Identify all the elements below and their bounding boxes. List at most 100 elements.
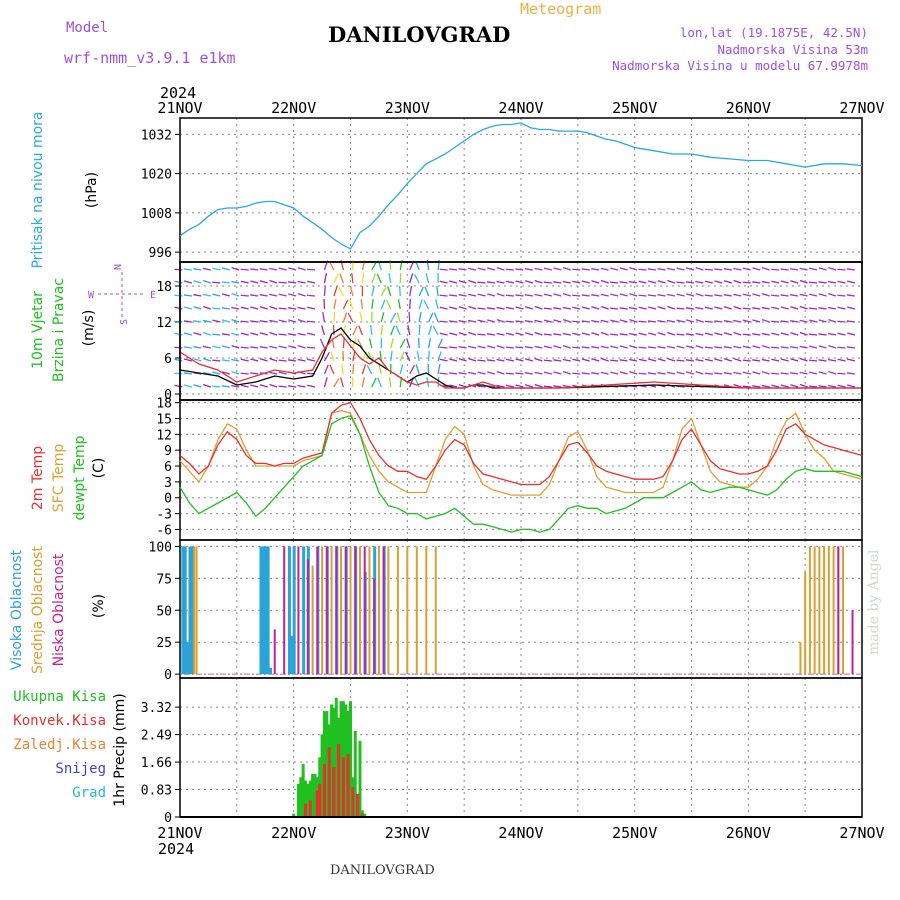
wind-arrow bbox=[780, 268, 789, 271]
wind-arrow bbox=[250, 320, 259, 323]
wind-arrow bbox=[269, 267, 278, 271]
wind-arrow bbox=[657, 372, 666, 375]
wind-arrow bbox=[780, 372, 789, 375]
wind-arrow bbox=[619, 267, 628, 271]
wind-arrow bbox=[761, 280, 770, 284]
wind-arrow bbox=[818, 319, 827, 323]
wind-arrow bbox=[449, 332, 458, 336]
wind-arrow bbox=[695, 280, 704, 284]
precip-total-bar bbox=[301, 764, 305, 817]
dewpt-line bbox=[179, 415, 863, 533]
wind-arrow bbox=[269, 371, 278, 375]
wind-arrow bbox=[771, 358, 780, 362]
wind-arrow bbox=[667, 279, 676, 284]
wind-arrow bbox=[799, 371, 808, 375]
wind-arrow bbox=[342, 325, 347, 336]
wind-arrow bbox=[505, 372, 514, 375]
wind-arrow bbox=[439, 332, 448, 336]
wind-arrow bbox=[477, 359, 486, 362]
wind-arrow bbox=[269, 357, 278, 362]
wind-arrow bbox=[828, 344, 837, 349]
wind-arrow bbox=[496, 344, 505, 349]
wind-arrow bbox=[297, 318, 306, 323]
wind-arrow bbox=[174, 372, 183, 375]
x-tick-label-top: 26NOV bbox=[726, 99, 771, 117]
wind-arrow bbox=[742, 281, 751, 284]
model-altitude-info: Nadmorska Visina u modelu 67.9978m bbox=[612, 58, 868, 73]
cloud-mid-bar bbox=[195, 546, 198, 675]
wind-arrow bbox=[496, 358, 505, 362]
wind-arrow bbox=[591, 268, 600, 271]
wind-arrow bbox=[799, 279, 808, 284]
wind-arrow bbox=[306, 268, 316, 271]
wind-arrow bbox=[370, 324, 373, 336]
wind-arrow bbox=[288, 333, 297, 336]
wind-arrow bbox=[439, 358, 448, 362]
wind-arrow bbox=[231, 344, 240, 349]
wind-arrow bbox=[742, 345, 751, 349]
wind-arrow bbox=[629, 280, 638, 284]
wind-arrow bbox=[240, 372, 249, 375]
wind-arrow bbox=[221, 333, 230, 336]
wind-arrow bbox=[846, 384, 856, 388]
wind-arrow bbox=[657, 268, 666, 271]
wind-arrow bbox=[790, 358, 799, 362]
wind-arrow bbox=[553, 319, 562, 323]
wind-arrow bbox=[439, 372, 448, 375]
wind-arrow bbox=[610, 267, 619, 271]
wind-arrow bbox=[297, 358, 306, 362]
y-tick-label: 15 bbox=[156, 412, 172, 427]
wind-arrow bbox=[752, 293, 761, 297]
wind-arrow bbox=[761, 266, 770, 271]
wind-arrow bbox=[333, 273, 339, 284]
wind-arrow bbox=[610, 345, 619, 349]
wind-arrow bbox=[600, 279, 609, 284]
wind-arrow bbox=[657, 346, 666, 349]
wind-arrow bbox=[496, 292, 505, 297]
x-tick-label-top: 25NOV bbox=[612, 99, 657, 117]
wind-arrow bbox=[333, 299, 337, 310]
wind-arrow bbox=[562, 370, 571, 375]
wind-arrow bbox=[417, 337, 420, 349]
wind-arrow bbox=[418, 312, 422, 323]
wind-arrow bbox=[240, 358, 249, 362]
wind-arrow bbox=[780, 332, 789, 336]
wind-arrow bbox=[380, 299, 386, 310]
wind-arrow bbox=[742, 293, 751, 297]
wind-arrow bbox=[846, 268, 855, 271]
wind-arrow bbox=[581, 346, 590, 349]
wind-arrow bbox=[771, 372, 780, 375]
cloud-mid-bar bbox=[827, 546, 830, 675]
wind-arrow bbox=[733, 319, 742, 323]
cloud-mid-bar bbox=[358, 546, 361, 675]
precip-total-bar bbox=[349, 701, 352, 817]
wind-arrow bbox=[837, 372, 846, 375]
wind-arrow bbox=[477, 345, 486, 349]
precip-conv-bar bbox=[351, 787, 355, 817]
wind-arrow bbox=[846, 306, 856, 310]
wind-arrow bbox=[790, 306, 799, 310]
precip-total-bar bbox=[344, 704, 348, 817]
wind-arrow bbox=[231, 384, 240, 388]
wind-arrow bbox=[733, 331, 742, 336]
wind-arrow bbox=[307, 306, 316, 310]
wind-arrow bbox=[449, 358, 458, 362]
wind-arrow bbox=[685, 307, 694, 310]
wind-arrow bbox=[515, 358, 524, 362]
wind-arrow bbox=[543, 293, 552, 297]
wind-arrow bbox=[212, 307, 221, 310]
wind-arrow bbox=[361, 273, 365, 284]
wind-arrow bbox=[193, 280, 202, 284]
wind-arrow bbox=[846, 320, 855, 323]
wind-arrow bbox=[808, 359, 818, 362]
wind-arrow bbox=[306, 320, 316, 323]
y-tick-label: 1.66 bbox=[141, 756, 172, 771]
wind-arrow bbox=[780, 306, 789, 310]
wind-arrow bbox=[323, 285, 326, 297]
wind-arrow bbox=[390, 338, 394, 349]
wind-arrow bbox=[714, 320, 723, 323]
wind-arrow bbox=[458, 268, 467, 271]
wind-arrow bbox=[534, 305, 543, 310]
precip-total-bar bbox=[325, 711, 329, 817]
wind-arrow bbox=[752, 345, 761, 349]
